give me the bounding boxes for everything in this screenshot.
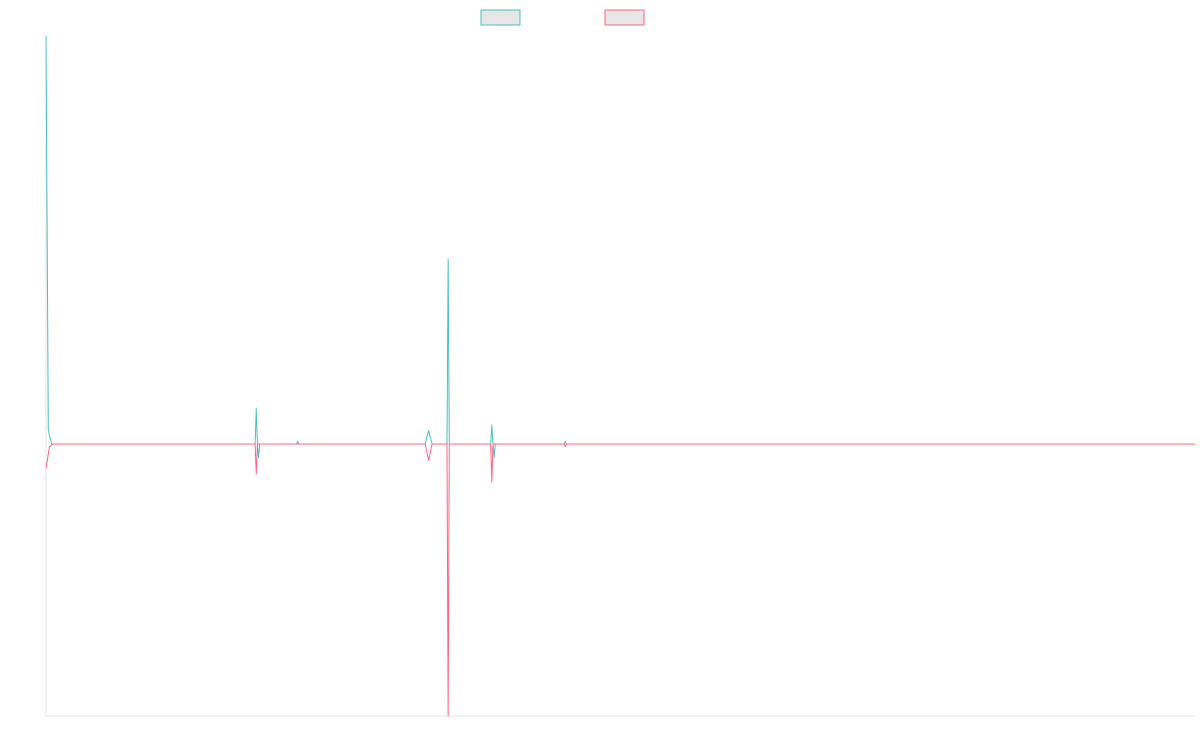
- series-lines: [45, 35, 1195, 717]
- series-line: [45, 35, 1195, 459]
- series-line: [45, 443, 1195, 717]
- legend: [480, 9, 645, 26]
- legend-item[interactable]: [480, 9, 521, 26]
- legend-swatch: [604, 9, 645, 26]
- legend-item[interactable]: [604, 9, 645, 26]
- legend-swatch: [480, 9, 521, 26]
- axes: [45, 36, 1195, 717]
